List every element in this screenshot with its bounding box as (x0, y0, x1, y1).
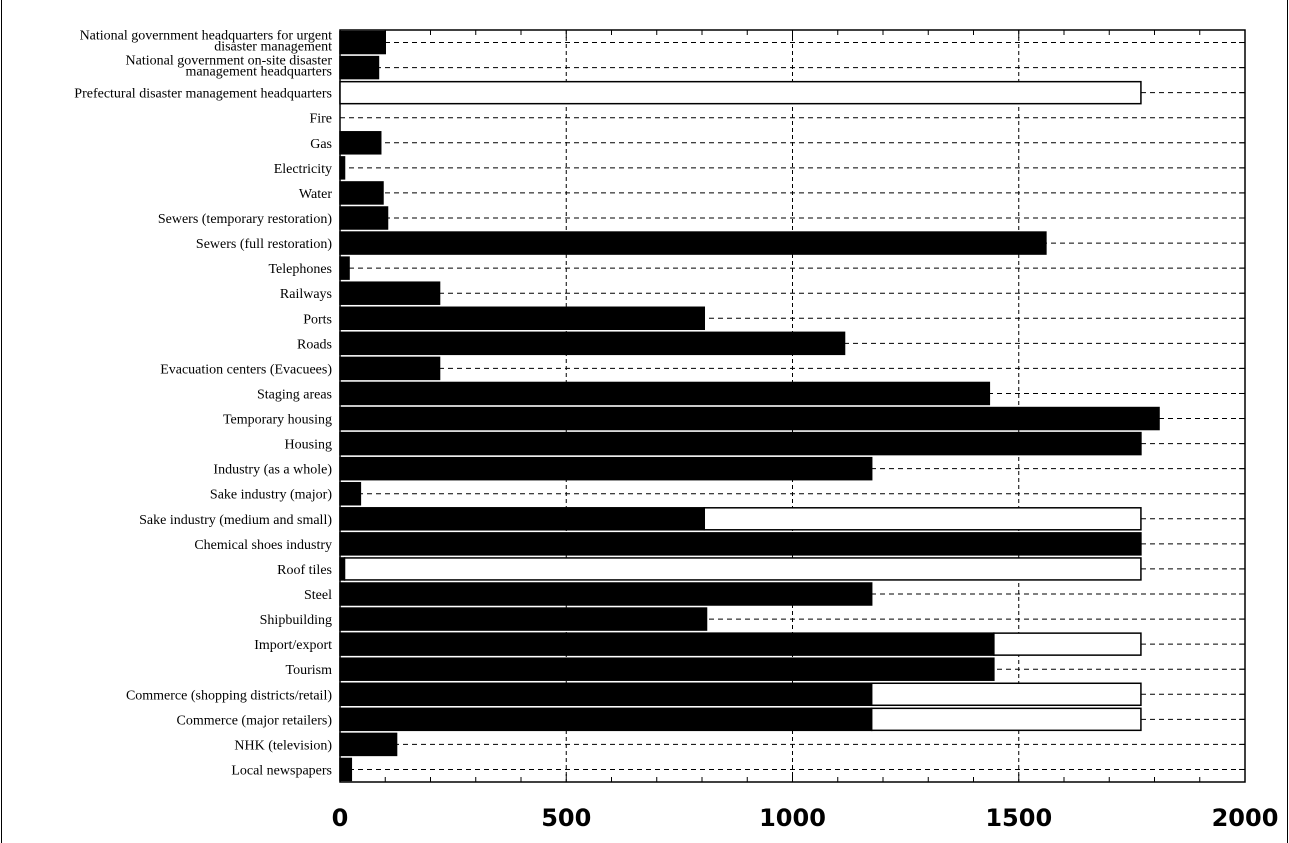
bar-segment-filled (339, 607, 708, 631)
category-label: Shipbuilding (260, 613, 332, 628)
bar-segment-filled (339, 381, 991, 406)
tick-labels: 0 500 1000 1500 2000 (332, 804, 1279, 832)
x-tick-label: 2000 (1212, 804, 1279, 832)
category-label: Import/export (254, 638, 332, 653)
bars-layer (339, 30, 1160, 782)
category-label: Railways (280, 287, 332, 302)
category-label: Roof tiles (277, 563, 332, 578)
category-label: Staging areas (257, 387, 332, 402)
bar-segment-filled (339, 757, 353, 782)
category-label: Telephones (268, 262, 332, 277)
category-label: Chemical shoes industry (194, 538, 332, 553)
bar-segment-filled (339, 632, 995, 656)
category-label: Water (299, 187, 332, 202)
category-label: Temporary housing (223, 413, 332, 428)
category-label: NHK (television) (234, 738, 332, 753)
category-label: Sake industry (major) (210, 488, 332, 503)
category-label: Roads (297, 337, 332, 352)
bar-segment-open (339, 80, 1142, 105)
category-label: Sewers (temporary restoration) (158, 212, 332, 227)
category-label: National government headquarters for urg… (80, 29, 333, 44)
category-label: Steel (304, 588, 332, 603)
bar-segment-open (343, 557, 1142, 581)
bar-segment-filled (339, 406, 1160, 431)
category-label: Industry (as a whole) (213, 463, 332, 478)
bar-segment-filled (339, 306, 706, 331)
bar-segment-filled (339, 206, 389, 230)
category-label: National government on-site disaster (126, 54, 333, 69)
bar-segment-filled (339, 732, 398, 757)
category-label: disaster management (214, 40, 332, 55)
bar-segment-filled (339, 456, 873, 481)
category-label: Tourism (286, 663, 333, 678)
bar-segment-open (870, 707, 1142, 732)
category-label: Commerce (major retailers) (177, 713, 333, 728)
bar-segment-filled (339, 256, 350, 280)
x-tick-label: 500 (541, 804, 591, 832)
category-label: Evacuation centers (Evacuees) (160, 362, 332, 377)
bar-segment-open (993, 632, 1142, 656)
category-label: management headquarters (185, 65, 332, 80)
category-label: Housing (285, 438, 332, 453)
bar-segment-filled (339, 507, 706, 531)
bar-segment-open (703, 507, 1142, 531)
category-label: Fire (309, 112, 332, 127)
category-label: Gas (310, 137, 332, 152)
bar-segment-filled (339, 481, 362, 506)
x-tick-label: 1000 (759, 804, 826, 832)
bar-segment-open (870, 682, 1142, 707)
bar-segment-filled (339, 30, 386, 55)
category-label: Sewers (full restoration) (196, 237, 332, 252)
bar-segment-filled (339, 356, 441, 381)
bar-segment-filled (339, 281, 441, 305)
bar-segment-filled (339, 707, 873, 732)
bar-segment-filled (339, 657, 995, 681)
category-label: Sake industry (medium and small) (139, 513, 332, 528)
bar-segment-filled (339, 55, 380, 80)
bar-segment-filled (339, 131, 382, 155)
bar-segment-filled (339, 682, 873, 707)
bar-segment-filled (339, 431, 1142, 456)
bar-segment-filled (339, 156, 346, 180)
bar-segment-filled (339, 582, 873, 606)
bar-segment-filled (339, 231, 1047, 255)
x-tick-label: 0 (332, 804, 349, 832)
category-label: Local newspapers (231, 763, 332, 778)
bar-segment-filled (339, 532, 1142, 556)
category-labels: National government headquarters for urg… (74, 29, 332, 779)
category-label: Electricity (274, 162, 332, 177)
bar-segment-filled (339, 331, 846, 356)
bar-segment-filled (339, 181, 384, 205)
category-label: Prefectural disaster management headquar… (74, 87, 332, 102)
category-label: Commerce (shopping districts/retail) (126, 688, 332, 703)
category-label: Ports (303, 312, 332, 327)
x-tick-label: 1500 (985, 804, 1052, 832)
